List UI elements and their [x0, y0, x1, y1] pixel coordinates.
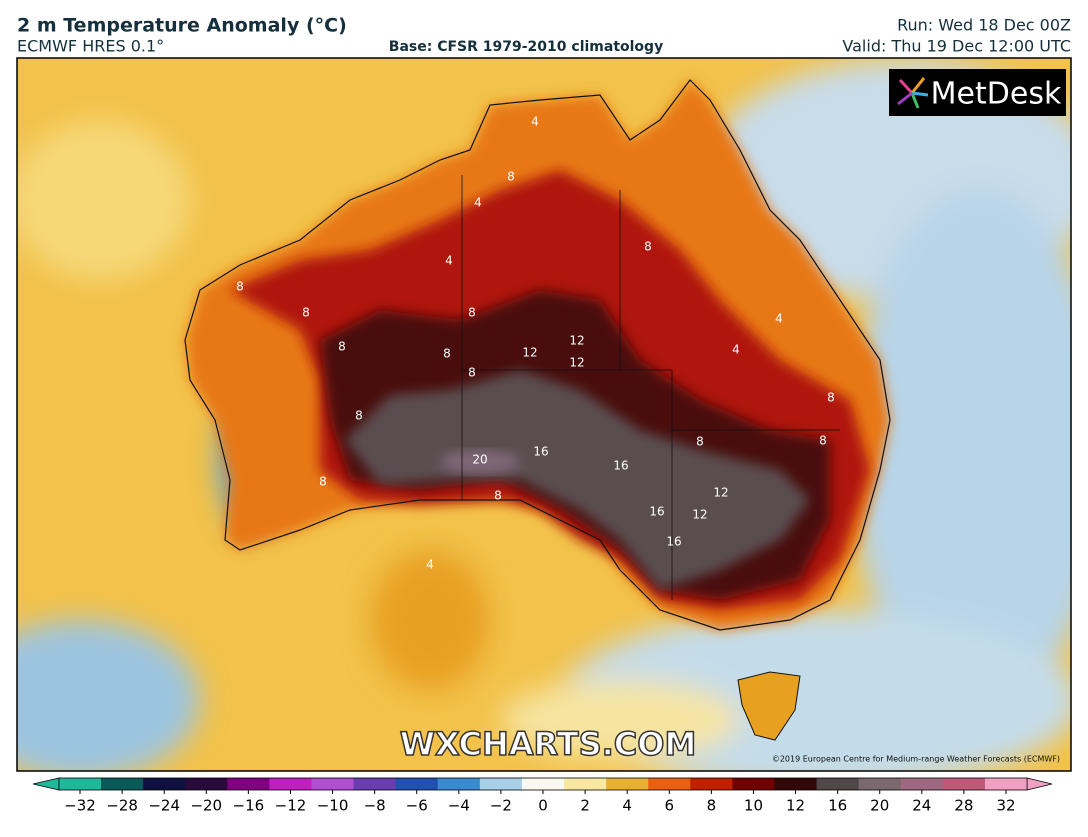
- colorbar-tick-label: 32: [996, 797, 1015, 815]
- colorbar-tick-label: −2: [490, 797, 512, 815]
- colorbar-tick-label: −24: [148, 797, 180, 815]
- colorbar-tick-label: −12: [275, 797, 307, 815]
- colorbar-segment: [58, 778, 102, 790]
- contour-label: 16: [649, 505, 664, 519]
- colorbar-tick-label: −32: [64, 797, 96, 815]
- contour-label: 4: [474, 196, 482, 210]
- model: ECMWF HRES 0.1°: [17, 37, 164, 56]
- colorbar-segment: [942, 778, 986, 790]
- contour-label: 4: [775, 312, 783, 326]
- colorbar-tick-label: 0: [538, 797, 548, 815]
- colorbar-segment: [564, 778, 607, 790]
- contour-label: 12: [569, 334, 584, 348]
- contour-label: 12: [569, 356, 584, 370]
- colorbar-segment: [227, 778, 270, 790]
- colorbar-tick-label: 20: [870, 797, 889, 815]
- colorbar-segment: [774, 778, 818, 790]
- colorbar-segment: [858, 778, 902, 790]
- colorbar-tick-label: −6: [406, 797, 428, 815]
- contour-label: 4: [531, 115, 539, 129]
- watermark: WXCHARTS.COM: [400, 725, 697, 763]
- colorbar-segment: [143, 778, 186, 790]
- colorbar-segment: [732, 778, 775, 790]
- contour-label: 8: [443, 347, 451, 361]
- colorbar-tick-label: 4: [622, 797, 632, 815]
- run: Run: Wed 18 Dec 00Z: [897, 16, 1071, 35]
- colorbar-tick-label: −10: [317, 797, 349, 815]
- contour-label: 8: [494, 489, 502, 503]
- contour-label: 12: [692, 508, 707, 522]
- colorbar-segment: [395, 778, 439, 790]
- logo: MetDesk: [931, 77, 1062, 112]
- tasmania: [737, 671, 801, 741]
- peak-region: [440, 450, 520, 474]
- colorbar-tick-label: −20: [190, 797, 222, 815]
- colorbar-left-end: [32, 777, 60, 791]
- contour-label: 16: [666, 535, 681, 549]
- contour-label: 8: [302, 306, 310, 320]
- colorbar-segment: [269, 778, 312, 790]
- contour-label: 8: [468, 366, 476, 380]
- contour-label: 8: [644, 240, 652, 254]
- contour-label: 8: [819, 434, 827, 448]
- colorbar-segment: [984, 778, 1028, 790]
- colorbar-segment: [648, 778, 691, 790]
- colorbar-segment: [185, 778, 228, 790]
- contour-labels: 4 8 4 4 8 8 8 8 8 8 12 12 12 8 4 4 8 8 8 8 8 16 20 16 16 16 12 12 8 4: [236, 115, 835, 572]
- colorbar-tick-label: −28: [106, 797, 138, 815]
- contour-label: 4: [426, 558, 434, 572]
- state-borders: [461, 175, 840, 600]
- colorbar-segment: [816, 778, 860, 790]
- coastline: [184, 79, 891, 631]
- contour-label: 12: [713, 486, 728, 500]
- colorbar-tick-label: 28: [954, 797, 973, 815]
- colorbar-tick-label: 6: [664, 797, 674, 815]
- contour-label: 20: [472, 453, 487, 467]
- contour-label: 4: [732, 343, 740, 357]
- contour-label: 16: [613, 459, 628, 473]
- contour-label: 8: [236, 280, 244, 294]
- valid: Valid: Thu 19 Dec 12:00 UTC: [842, 37, 1071, 56]
- colorbar-tick-label: 2: [580, 797, 590, 815]
- colorbar-segment: [521, 778, 565, 790]
- base: Base: CFSR 1979-2010 climatology: [389, 39, 663, 55]
- title: 2 m Temperature Anomaly (°C): [17, 15, 347, 37]
- copyright: ©2019 European Centre for Medium-range W…: [772, 755, 1060, 764]
- colorbar-frame: [58, 777, 1028, 791]
- colorbar-segment: [690, 778, 733, 790]
- contour-label: 16: [533, 445, 548, 459]
- colorbar-tick-label: −4: [448, 797, 470, 815]
- extreme-region: [345, 370, 810, 590]
- contour-label: 8: [507, 170, 515, 184]
- contour-label: 8: [468, 306, 476, 320]
- logo-icon: [897, 77, 929, 109]
- colorbar-tick-label: −8: [364, 797, 386, 815]
- colorbar: −32 −28 −24 −20 −16 −12 −10 −8 −6 −4 −2 0 2 4 6 8 10 12 16…: [32, 777, 1053, 815]
- contour-label: 4: [445, 254, 453, 268]
- colorbar-tick-label: 12: [786, 797, 805, 815]
- colorbar-tick-label: 8: [707, 797, 717, 815]
- contour-label: 8: [355, 409, 363, 423]
- colorbar-segment: [900, 778, 944, 790]
- colorbar-right-end: [1026, 777, 1053, 791]
- colorbar-segment: [606, 778, 649, 790]
- colorbar-segment: [101, 778, 144, 790]
- contour-label: 8: [696, 435, 704, 449]
- colorbar-tick-label: 10: [744, 797, 763, 815]
- colorbar-segment: [311, 778, 355, 790]
- colorbar-tick-label: 16: [828, 797, 847, 815]
- contour-label: 8: [319, 475, 327, 489]
- contour-label: 8: [338, 340, 346, 354]
- colorbar-segment: [479, 778, 523, 790]
- contour-label: 8: [827, 391, 835, 405]
- colorbar-segment: [437, 778, 481, 790]
- contour-label: 12: [522, 346, 537, 360]
- map-frame: [16, 57, 1072, 772]
- colorbar-tick-label: 24: [912, 797, 931, 815]
- colorbar-segment: [353, 778, 397, 790]
- colorbar-tick-label: −16: [233, 797, 265, 815]
